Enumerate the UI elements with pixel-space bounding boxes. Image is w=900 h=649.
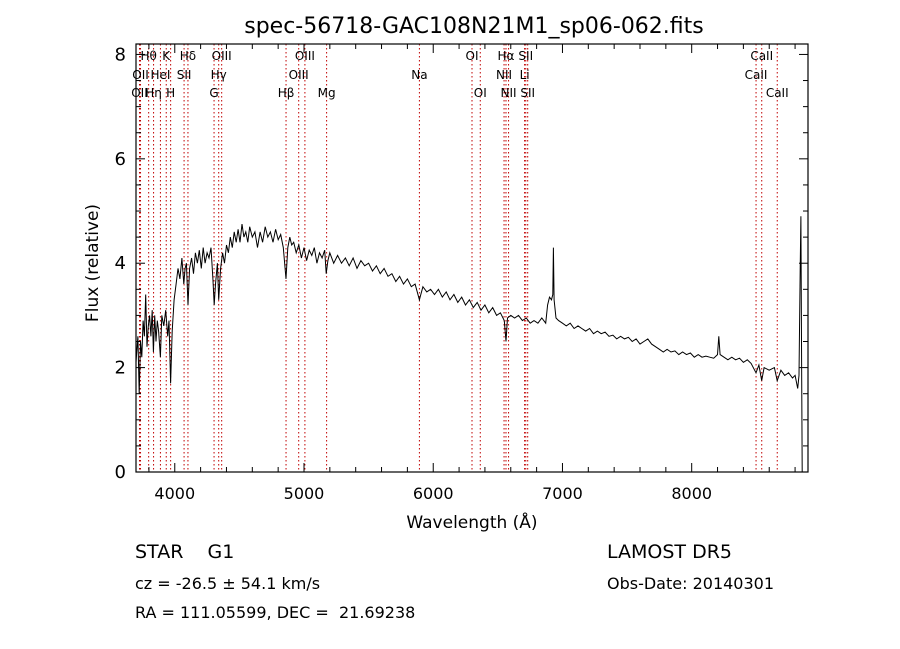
spectral-line-label: Mg	[318, 86, 336, 100]
x-axis-label: Wavelength (Å)	[406, 511, 537, 533]
coordinates: RA = 111.05599, DEC = 21.69238	[135, 603, 416, 622]
spectral-line-label: HeI	[150, 68, 170, 82]
spectral-line-label: Hγ	[211, 68, 227, 82]
x-tick-label: 8000	[671, 484, 712, 503]
y-tick-label: 8	[115, 44, 126, 65]
spectral-line-markers	[138, 44, 778, 472]
spectral-line-label: OIII	[289, 68, 309, 82]
spectrum-line	[135, 216, 803, 473]
observation-date: Obs-Date: 20140301	[607, 574, 775, 593]
spectral-line-label: G	[209, 86, 218, 100]
spectral-line-label: Hη	[145, 86, 162, 100]
y-tick-label: 6	[115, 149, 126, 170]
x-tick-label: 4000	[154, 484, 195, 503]
spectral-line-label: H	[166, 86, 175, 100]
spectral-line-label: Hδ	[180, 49, 196, 63]
y-axis-ticks: 0 2 4 6 8	[115, 44, 808, 483]
chart-title: spec-56718-GAC108N21M1_sp06-062.fits	[244, 14, 704, 39]
spectral-line-label: OII	[131, 86, 148, 100]
spectral-line-labels: OIIOIIHθHηHeIKHSIIHδGHγOIIIHβOIIIOIIIMgN…	[131, 49, 788, 100]
spectral-line-label: Na	[411, 68, 427, 82]
spectral-line-label: Hθ	[140, 49, 156, 63]
spectral-line-label: NII	[496, 68, 512, 82]
x-tick-label: 5000	[284, 484, 325, 503]
survey-name: LAMOST DR5	[607, 541, 732, 563]
spectral-line-label: K	[162, 49, 171, 63]
y-tick-label: 0	[115, 462, 126, 483]
y-axis-label: Flux (relative)	[83, 204, 103, 322]
spectral-line-label: OIII	[212, 49, 232, 63]
spectral-line-label: NII	[501, 86, 517, 100]
spectral-line-label: SII	[518, 49, 533, 63]
x-axis-ticks: 4000 5000 6000 7000 8000	[148, 44, 796, 503]
spectral-line-label: CaII	[750, 49, 773, 63]
spectral-line-label: Li	[520, 68, 530, 82]
plot-frame	[135, 43, 809, 473]
spectral-line-label: OI	[466, 49, 479, 63]
spectral-line-label: CaII	[766, 86, 789, 100]
x-tick-label: 6000	[413, 484, 454, 503]
spectral-line-label: SII	[520, 86, 535, 100]
y-tick-label: 2	[115, 358, 126, 379]
spectral-line-label: Hβ	[278, 86, 295, 100]
spectral-line-label: OII	[132, 68, 149, 82]
redshift-velocity: cz = -26.5 ± 54.1 km/s	[135, 574, 321, 593]
x-tick-label: 7000	[542, 484, 583, 503]
y-tick-label: 4	[115, 253, 126, 274]
object-class: STAR G1	[135, 541, 235, 563]
spectral-line-label: SII	[177, 68, 192, 82]
spectral-line-label: Hα	[498, 49, 515, 63]
spectral-line-label: OIII	[295, 49, 315, 63]
spectral-line-label: OI	[474, 86, 487, 100]
spectral-line-label: CaII	[745, 68, 768, 82]
